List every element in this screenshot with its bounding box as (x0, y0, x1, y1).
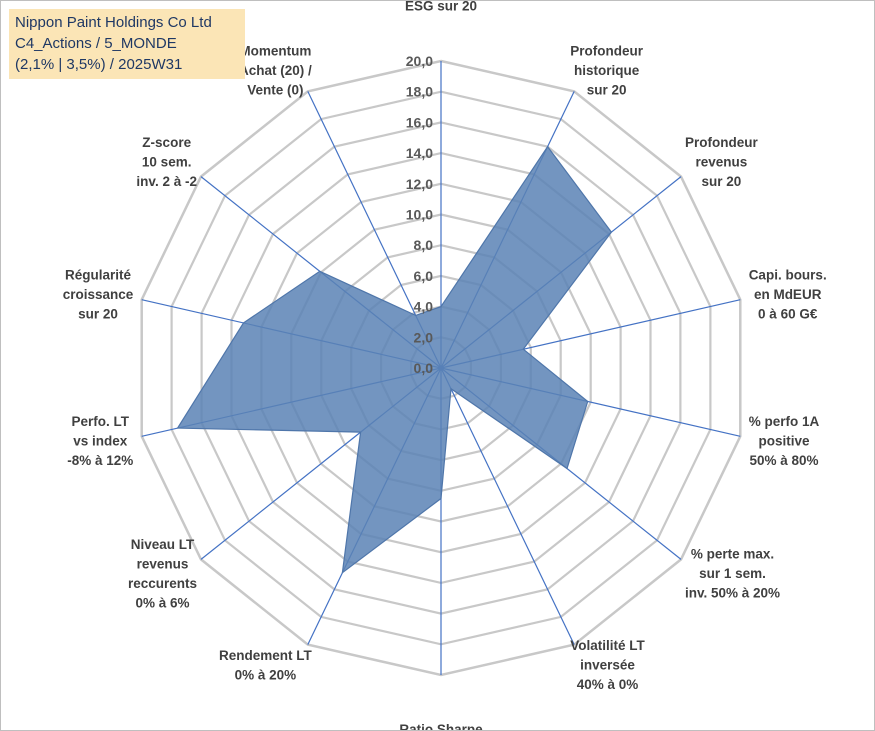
axis-label-line: inversée (580, 658, 635, 673)
axis-label-line: inv. 50% à 20% (685, 586, 780, 601)
axis-label-line: -8% à 12% (67, 453, 133, 468)
chart-title-line-2: C4_Actions / 5_MONDE (15, 35, 177, 52)
chart-title-line-3: (2,1% | 3,5%) / 2025W31 (15, 56, 183, 73)
axis-label: Volatilité LT inversée 40% à 0% (570, 638, 645, 692)
axis-label-line: sur 20 (702, 174, 742, 189)
axis-label-line: 10 sem. (142, 155, 192, 170)
axis-label-line: Rendement LT (219, 648, 313, 663)
axis-label-line: Volatilité LT (570, 638, 645, 653)
tick-label: 8,0 (414, 237, 434, 253)
axis-label: Perfo. LT vs index -8% à 12% (67, 414, 133, 468)
axis-label: Z-score 10 sem. inv. 2 à -2 (136, 135, 197, 189)
axis-label-line: Profondeur (685, 135, 758, 150)
axis-label: % perfo 1A positive 50% à 80% (749, 414, 820, 468)
label-layer: NoteESG sur 20 Profondeur historique sur 20… (63, 1, 827, 730)
axis-label-line: Vente (0) (247, 82, 303, 97)
axis-label-line: 0% à 6% (135, 595, 189, 610)
axis-label-line: sur 20 (78, 306, 118, 321)
axis-label-line: 50% à 80% (749, 453, 818, 468)
tick-label: 16,0 (406, 114, 433, 130)
axis-label-line: Perfo. LT (72, 414, 130, 429)
axis-label-line: % perte max. (691, 547, 774, 562)
axis-label: Momentum Achat (20) / Vente (0) (239, 43, 312, 97)
axis-label-line: Z-score (142, 135, 191, 150)
tick-label: 12,0 (406, 176, 433, 192)
axis-label: NoteESG sur 20 (405, 1, 477, 14)
axis-label-line: Profondeur (570, 43, 643, 58)
axis-label: Ratio Sharpe0 à 1 (399, 722, 483, 730)
axis-label-line: Momentum (239, 43, 311, 58)
axis-label-line: en MdEUR (754, 287, 822, 302)
axis-label: Capi. bours. en MdEUR 0 à 60 G€ (749, 267, 827, 321)
tick-label: 2,0 (414, 329, 434, 345)
axis-label-line: Régularité (65, 267, 132, 282)
axis-label-line: croissance (63, 287, 134, 302)
axis-label: Rendement LT 0% à 20% (219, 648, 313, 683)
chart-title-box: Nippon Paint Holdings Co Ltd C4_Actions … (9, 9, 245, 79)
tick-label: 14,0 (406, 145, 433, 161)
axis-label-line: ESG sur 20 (405, 1, 477, 14)
tick-label: 4,0 (414, 299, 434, 315)
axis-label-line: 0% à 20% (235, 667, 297, 682)
axis-label-line: 40% à 0% (577, 677, 639, 692)
axis-spoke (440, 367, 575, 645)
axis-label-line: historique (574, 63, 640, 78)
axis-label-line: Ratio Sharpe (399, 722, 483, 730)
tick-label: 10,0 (406, 207, 433, 223)
axis-label: Profondeur historique sur 20 (570, 43, 643, 97)
axis-label-line: % perfo 1A (749, 414, 820, 429)
axis-label-line: revenus (696, 155, 748, 170)
axis-label-line: sur 20 (587, 82, 627, 97)
axis-label-line: positive (758, 434, 810, 449)
series-layer (176, 145, 613, 575)
axis-label-line: Capi. bours. (749, 267, 827, 282)
tick-label: 20,0 (406, 53, 433, 69)
axis-label-line: Achat (20) / (239, 63, 312, 78)
axis-label-line: 0 à 60 G€ (758, 306, 818, 321)
axis-label-line: inv. 2 à -2 (136, 174, 197, 189)
axis-label-line: reccurents (128, 576, 197, 591)
axis-label-line: revenus (137, 556, 189, 571)
chart-title-line-1: Nippon Paint Holdings Co Ltd (15, 14, 212, 31)
axis-label-line: vs index (73, 434, 128, 449)
axis-label: Niveau LT revenus reccurents 0% à 6% (128, 537, 197, 611)
tick-label: 0,0 (414, 360, 434, 376)
axis-label: Régularité croissance sur 20 (63, 267, 134, 321)
axis-label: Profondeur revenus sur 20 (685, 135, 758, 189)
tick-label: 6,0 (414, 268, 434, 284)
tick-layer: 0,0 2,0 4,0 6,0 8,0 10,0 12,0 14,0 16,0 18,0 20,0 (406, 53, 433, 376)
axis-label-line: sur 1 sem. (699, 566, 766, 581)
tick-label: 18,0 (406, 84, 433, 100)
axis-label-line: Niveau LT (131, 537, 195, 552)
axis-label: % perte max. sur 1 sem. inv. 50% à 20% (685, 547, 780, 601)
